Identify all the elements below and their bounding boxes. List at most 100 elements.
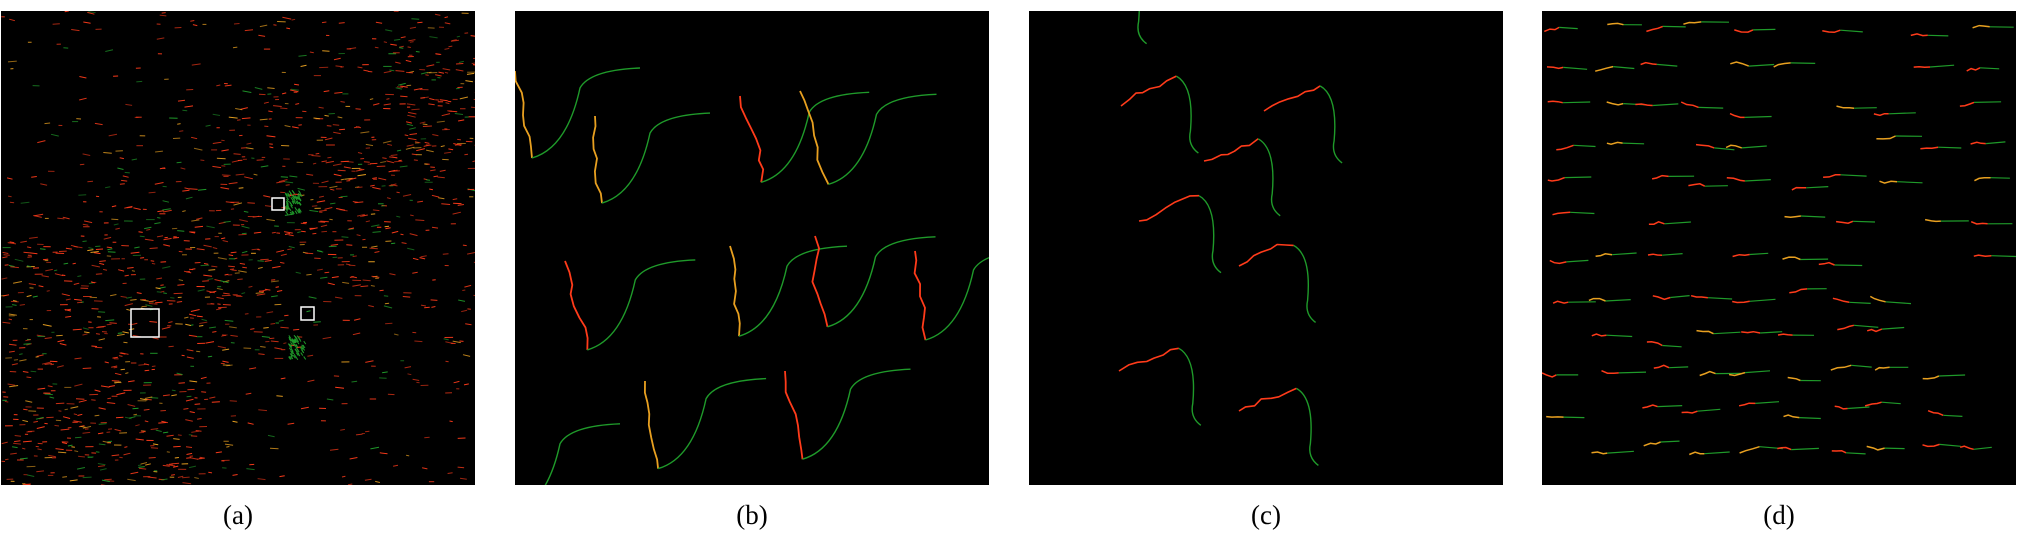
overview-streak xyxy=(330,243,339,246)
overview-cluster-mark xyxy=(285,192,288,197)
overview-streak xyxy=(380,161,387,164)
overview-streak xyxy=(135,438,144,441)
overview-streak xyxy=(435,53,441,55)
overview-cluster-mark xyxy=(296,209,300,214)
overview-streak xyxy=(28,283,37,286)
overview-streak xyxy=(221,174,231,176)
overview-streak xyxy=(26,265,32,268)
overview-streak xyxy=(4,264,9,266)
overview-streak xyxy=(258,353,265,355)
overview-streak xyxy=(438,197,445,200)
overview-streak xyxy=(355,168,365,172)
overview-streak xyxy=(353,318,361,321)
zoom-c-glyph-tail xyxy=(1176,75,1199,154)
overview-streak xyxy=(240,107,248,110)
zoom-d-glyph-tail xyxy=(1704,185,1728,187)
zoom-d-glyph-head xyxy=(1647,253,1663,256)
overview-streak xyxy=(64,11,69,13)
overview-streak xyxy=(367,70,373,73)
overview-cluster-mark xyxy=(302,347,306,351)
zoom-d-glyph-head xyxy=(1879,180,1898,184)
overview-cluster-mark xyxy=(285,200,289,205)
overview-streak xyxy=(32,295,38,298)
zoom-d-glyph-head xyxy=(1732,300,1750,304)
overview-streak xyxy=(422,125,432,127)
overview-cluster-mark xyxy=(299,193,303,197)
overview-cluster-mark xyxy=(286,202,289,206)
overview-cluster-mark xyxy=(286,204,290,208)
overview-streak xyxy=(315,152,320,155)
overview-streak xyxy=(297,231,302,234)
overview-streak xyxy=(425,74,429,76)
overview-streak xyxy=(91,345,98,347)
overview-streak xyxy=(78,194,87,196)
overview-streak xyxy=(140,398,148,401)
zoom-d-glyph-head xyxy=(1970,141,1986,145)
overview-streak xyxy=(13,442,21,445)
overview-streak xyxy=(278,319,284,322)
overview-streak xyxy=(205,341,215,344)
overview-streak xyxy=(162,167,166,170)
overview-streak xyxy=(191,63,201,66)
overview-streak xyxy=(345,263,351,266)
zoom-c-glyph-head xyxy=(1138,194,1200,222)
overview-streak xyxy=(185,323,192,326)
zoom-b-glyph-head xyxy=(739,95,765,183)
overview-streak xyxy=(186,452,193,455)
zoom-d-glyph-tail xyxy=(1790,62,1816,64)
overview-streak xyxy=(276,249,285,253)
overview-streak xyxy=(75,398,85,400)
overview-streak xyxy=(406,123,414,127)
zoom-d-glyph-head xyxy=(1726,176,1745,182)
overview-streak xyxy=(9,350,15,353)
overview-streak xyxy=(282,16,292,20)
overview-streak xyxy=(154,222,161,225)
overview-streak xyxy=(50,363,55,366)
zoom-b-glyph-tail xyxy=(587,259,696,351)
overview-streak xyxy=(293,328,300,331)
overview-streak xyxy=(447,472,453,474)
zoom-c-glyphs xyxy=(1118,11,1343,466)
overview-streak xyxy=(281,92,287,95)
overview-streak xyxy=(243,210,249,213)
overview-streak xyxy=(125,372,129,374)
zoom-d-glyph-tail xyxy=(1979,67,2000,70)
overview-streak xyxy=(65,315,72,318)
overview-streak xyxy=(79,163,85,166)
overview-streak xyxy=(87,11,95,15)
overview-streak xyxy=(122,331,129,334)
overview-streak xyxy=(321,160,327,163)
overview-streak xyxy=(217,257,227,260)
zoom-d-glyph-head xyxy=(1836,220,1854,224)
overview-streak xyxy=(140,430,146,433)
overview-streak xyxy=(391,242,396,245)
overview-streak xyxy=(300,406,309,410)
overview-streak xyxy=(124,274,129,277)
overview-streak xyxy=(12,281,23,284)
overview-streak xyxy=(322,336,332,340)
overview-streak xyxy=(429,98,435,101)
overview-streak xyxy=(143,408,150,411)
zoom-d-glyph-head xyxy=(1690,294,1708,299)
zoom-d-glyph-head xyxy=(1927,409,1944,416)
zoom-d-glyph-head xyxy=(1818,261,1835,266)
overview-streak xyxy=(455,63,464,65)
overview-streak xyxy=(194,403,201,405)
overview-streak xyxy=(8,313,17,316)
zoom-d-glyph-head xyxy=(1646,341,1663,347)
overview-cluster-mark xyxy=(294,207,298,211)
zoom-b-glyph-head xyxy=(515,70,533,159)
zoom-d-glyph-head xyxy=(1591,333,1607,337)
overview-streak xyxy=(197,418,202,420)
zoom-d-glyph-tail xyxy=(1927,34,1949,37)
highlight-box-right xyxy=(300,306,315,321)
zoom-c-glyph-head xyxy=(1238,387,1297,412)
overview-streak xyxy=(370,446,380,450)
overview-streak xyxy=(241,232,247,235)
overview-streak xyxy=(335,65,343,68)
overview-cluster-mark xyxy=(288,356,291,360)
zoom-b-glyph-tail xyxy=(544,423,621,485)
overview-streak xyxy=(58,410,62,412)
overview-streak xyxy=(163,237,172,241)
overview-cluster-mark xyxy=(291,338,295,342)
